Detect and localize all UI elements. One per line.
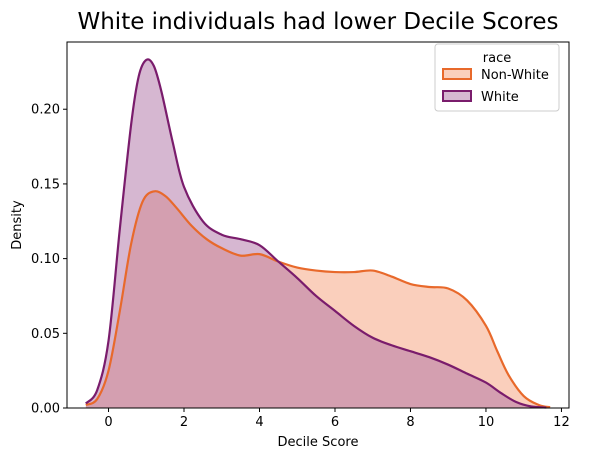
legend-label-white: White (481, 90, 519, 105)
x-tick-label: 2 (180, 415, 188, 430)
y-axis: 0.00 0.05 0.10 0.15 0.20 (31, 103, 67, 417)
x-axis-label: Decile Score (278, 435, 359, 450)
y-tick-label: 0.00 (31, 402, 60, 417)
chart-title: White individuals had lower Decile Score… (77, 9, 558, 35)
x-tick-label: 12 (553, 415, 570, 430)
x-tick-label: 10 (478, 415, 495, 430)
y-tick-label: 0.05 (31, 327, 60, 342)
x-tick-label: 6 (331, 415, 339, 430)
y-axis-label: Density (10, 200, 25, 250)
y-tick-label: 0.15 (31, 177, 60, 192)
x-tick-label: 4 (255, 415, 263, 430)
y-tick-label: 0.20 (31, 103, 60, 118)
x-tick-label: 0 (104, 415, 112, 430)
legend-title: race (483, 51, 511, 66)
plot-fills (86, 59, 550, 408)
x-tick-label: 8 (406, 415, 414, 430)
x-axis: 0 2 4 6 8 10 12 (104, 408, 569, 430)
legend-swatch-white (443, 91, 471, 101)
legend-swatch-non-white (443, 69, 471, 79)
legend-label-non-white: Non-White (481, 68, 549, 83)
legend: race Non-White White (435, 44, 559, 111)
y-tick-label: 0.10 (31, 252, 60, 267)
